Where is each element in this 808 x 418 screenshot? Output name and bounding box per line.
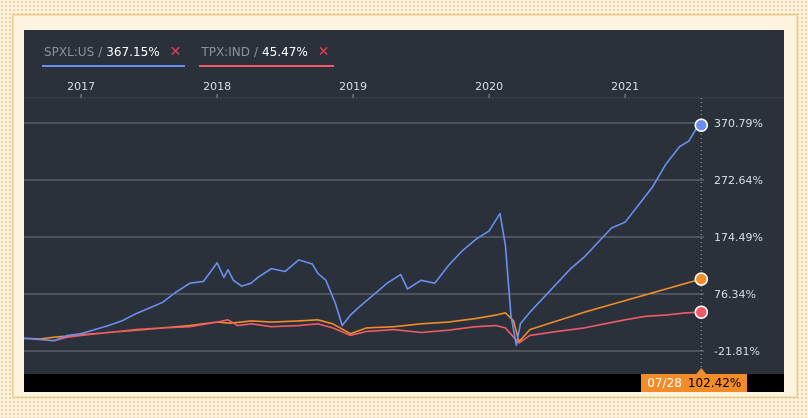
y-tick-label: 76.34% — [714, 288, 756, 301]
x-tick-label: 2018 — [203, 80, 231, 93]
end-marker-third — [694, 272, 709, 286]
legend-item-tpx[interactable]: TPX:IND / 45.47% ✕ — [199, 40, 334, 67]
close-icon[interactable]: ✕ — [317, 44, 330, 60]
badge-value: 102.42% — [687, 376, 742, 390]
x-tick-label: 2021 — [611, 80, 639, 93]
series-line-spxl — [24, 124, 702, 347]
end-marker-tpx — [694, 305, 709, 319]
end-marker-spxl — [694, 118, 709, 132]
badge-date: 07/28 — [647, 376, 682, 390]
chart-panel: SPXL:US / 367.15% ✕ TPX:IND / 45.47% ✕ 3… — [24, 30, 784, 392]
y-tick-label: 272.64% — [714, 174, 763, 187]
legend-symbol: SPXL:US — [44, 45, 95, 59]
legend-value: 45.47% — [262, 45, 308, 59]
legend-sep: / — [253, 45, 259, 59]
line-chart: 370.79% 272.64% 174.49% 76.34% -21.81% 2017 20… — [24, 80, 784, 374]
x-tick-label: 2017 — [67, 80, 95, 93]
x-tick-label: 2020 — [475, 80, 503, 93]
time-axis-strip — [24, 374, 784, 392]
close-icon[interactable]: ✕ — [169, 44, 182, 60]
crosshair-badge: 07/28 102.42% — [641, 374, 748, 392]
legend-item-spxl[interactable]: SPXL:US / 367.15% ✕ — [42, 40, 186, 67]
x-tick-label: 2019 — [339, 80, 367, 93]
legend-value: 367.15% — [106, 45, 160, 59]
legend-sep: / — [98, 45, 103, 59]
legend: SPXL:US / 367.15% ✕ TPX:IND / 45.47% ✕ — [42, 40, 334, 67]
y-tick-label: 174.49% — [714, 231, 763, 244]
y-tick-label: 370.79% — [714, 117, 763, 130]
y-tick-label: -21.81% — [714, 345, 760, 358]
legend-symbol: TPX:IND — [201, 45, 250, 59]
series-line-tpx — [24, 311, 702, 344]
badge-pointer — [696, 368, 707, 374]
